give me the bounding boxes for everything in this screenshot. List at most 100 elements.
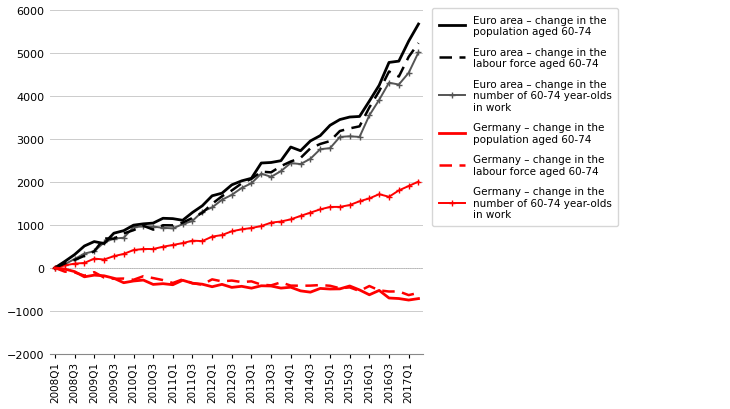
- Euro area – change in the
labour force aged 60-74: [286, 160, 295, 164]
- Germany – change in the
number of 60-74 year-olds
in work: [394, 189, 403, 193]
- Euro area – change in the
population aged 60-74: [110, 231, 118, 236]
- Germany – change in the
population aged 60-74: [257, 283, 266, 288]
- Germany – change in the
labour force aged 60-74: [218, 279, 226, 284]
- Germany – change in the
population aged 60-74: [247, 286, 255, 291]
- Germany – change in the
population aged 60-74: [414, 297, 423, 301]
- Euro area – change in the
number of 60-74 year-olds
in work: [356, 135, 364, 140]
- Euro area – change in the
number of 60-74 year-olds
in work: [296, 162, 305, 167]
- Euro area – change in the
number of 60-74 year-olds
in work: [306, 157, 315, 162]
- Germany – change in the
labour force aged 60-74: [61, 270, 69, 274]
- Germany – change in the
number of 60-74 year-olds
in work: [257, 224, 266, 229]
- Euro area – change in the
number of 60-74 year-olds
in work: [266, 175, 275, 180]
- Germany – change in the
number of 60-74 year-olds
in work: [365, 196, 374, 201]
- Germany – change in the
number of 60-74 year-olds
in work: [296, 214, 305, 219]
- Euro area – change in the
number of 60-74 year-olds
in work: [70, 257, 79, 262]
- Germany – change in the
population aged 60-74: [336, 287, 345, 292]
- Euro area – change in the
labour force aged 60-74: [208, 202, 217, 207]
- Euro area – change in the
labour force aged 60-74: [80, 254, 89, 258]
- Germany – change in the
labour force aged 60-74: [296, 283, 305, 288]
- Euro area – change in the
labour force aged 60-74: [119, 231, 128, 236]
- Germany – change in the
population aged 60-74: [80, 275, 89, 280]
- Germany – change in the
labour force aged 60-74: [306, 283, 315, 288]
- Germany – change in the
number of 60-74 year-olds
in work: [345, 203, 354, 208]
- Germany – change in the
labour force aged 60-74: [208, 277, 217, 282]
- Germany – change in the
labour force aged 60-74: [80, 274, 89, 279]
- Euro area – change in the
number of 60-74 year-olds
in work: [394, 83, 403, 88]
- Euro area – change in the
labour force aged 60-74: [70, 258, 79, 263]
- Germany – change in the
population aged 60-74: [345, 284, 354, 289]
- Euro area – change in the
number of 60-74 year-olds
in work: [218, 198, 226, 203]
- Germany – change in the
population aged 60-74: [306, 290, 315, 295]
- Germany – change in the
number of 60-74 year-olds
in work: [316, 207, 325, 212]
- Germany – change in the
number of 60-74 year-olds
in work: [326, 205, 334, 210]
- Germany – change in the
population aged 60-74: [208, 285, 217, 290]
- Euro area – change in the
labour force aged 60-74: [257, 170, 266, 175]
- Euro area – change in the
number of 60-74 year-olds
in work: [198, 210, 207, 215]
- Euro area – change in the
number of 60-74 year-olds
in work: [178, 222, 187, 227]
- Euro area – change in the
number of 60-74 year-olds
in work: [149, 225, 158, 229]
- Euro area – change in the
labour force aged 60-74: [365, 106, 374, 110]
- Germany – change in the
population aged 60-74: [365, 292, 374, 297]
- Euro area – change in the
population aged 60-74: [365, 99, 374, 104]
- Germany – change in the
number of 60-74 year-olds
in work: [139, 247, 147, 252]
- Euro area – change in the
number of 60-74 year-olds
in work: [385, 81, 393, 86]
- Euro area – change in the
labour force aged 60-74: [218, 194, 226, 199]
- Germany – change in the
number of 60-74 year-olds
in work: [336, 205, 345, 210]
- Germany – change in the
labour force aged 60-74: [119, 276, 128, 281]
- Euro area – change in the
labour force aged 60-74: [277, 164, 285, 169]
- Euro area – change in the
population aged 60-74: [178, 218, 187, 223]
- Euro area – change in the
labour force aged 60-74: [345, 127, 354, 132]
- Euro area – change in the
number of 60-74 year-olds
in work: [188, 219, 197, 224]
- Germany – change in the
number of 60-74 year-olds
in work: [70, 261, 79, 266]
- Euro area – change in the
labour force aged 60-74: [188, 216, 197, 221]
- Germany – change in the
population aged 60-74: [237, 284, 246, 289]
- Germany – change in the
number of 60-74 year-olds
in work: [374, 192, 383, 197]
- Germany – change in the
number of 60-74 year-olds
in work: [149, 247, 158, 252]
- Euro area – change in the
number of 60-74 year-olds
in work: [365, 114, 374, 119]
- Germany – change in the
population aged 60-74: [404, 298, 413, 303]
- Germany – change in the
number of 60-74 year-olds
in work: [119, 252, 128, 257]
- Germany – change in the
number of 60-74 year-olds
in work: [228, 229, 237, 234]
- Germany – change in the
population aged 60-74: [316, 286, 325, 291]
- Euro area – change in the
number of 60-74 year-olds
in work: [326, 146, 334, 151]
- Germany – change in the
population aged 60-74: [100, 274, 109, 279]
- Line: Euro area – change in the
number of 60-74 year-olds
in work: Euro area – change in the number of 60-7…: [51, 50, 422, 272]
- Germany – change in the
population aged 60-74: [218, 282, 226, 287]
- Euro area – change in the
labour force aged 60-74: [306, 146, 315, 151]
- Line: Euro area – change in the
labour force aged 60-74: Euro area – change in the labour force a…: [55, 44, 418, 268]
- Euro area – change in the
number of 60-74 year-olds
in work: [345, 135, 354, 139]
- Euro area – change in the
number of 60-74 year-olds
in work: [414, 51, 423, 56]
- Germany – change in the
labour force aged 60-74: [90, 270, 99, 275]
- Euro area – change in the
labour force aged 60-74: [394, 75, 403, 80]
- Euro area – change in the
labour force aged 60-74: [158, 223, 167, 228]
- Germany – change in the
labour force aged 60-74: [198, 283, 207, 288]
- Germany – change in the
number of 60-74 year-olds
in work: [129, 248, 138, 253]
- Germany – change in the
population aged 60-74: [119, 281, 128, 285]
- Euro area – change in the
number of 60-74 year-olds
in work: [247, 181, 255, 186]
- Germany – change in the
number of 60-74 year-olds
in work: [208, 234, 217, 239]
- Euro area – change in the
population aged 60-74: [119, 229, 128, 234]
- Euro area – change in the
population aged 60-74: [237, 179, 246, 184]
- Euro area – change in the
population aged 60-74: [61, 259, 69, 264]
- Euro area – change in the
labour force aged 60-74: [169, 223, 177, 228]
- Germany – change in the
labour force aged 60-74: [286, 283, 295, 288]
- Germany – change in the
population aged 60-74: [129, 279, 138, 284]
- Germany – change in the
number of 60-74 year-olds
in work: [247, 226, 255, 231]
- Euro area – change in the
labour force aged 60-74: [266, 171, 275, 175]
- Euro area – change in the
population aged 60-74: [356, 115, 364, 119]
- Euro area – change in the
population aged 60-74: [149, 221, 158, 226]
- Germany – change in the
labour force aged 60-74: [365, 284, 374, 289]
- Germany – change in the
labour force aged 60-74: [345, 285, 354, 290]
- Germany – change in the
population aged 60-74: [158, 281, 167, 286]
- Euro area – change in the
number of 60-74 year-olds
in work: [80, 252, 89, 256]
- Euro area – change in the
labour force aged 60-74: [336, 129, 345, 134]
- Euro area – change in the
labour force aged 60-74: [247, 177, 255, 182]
- Germany – change in the
labour force aged 60-74: [266, 283, 275, 288]
- Euro area – change in the
labour force aged 60-74: [228, 189, 237, 193]
- Germany – change in the
population aged 60-74: [385, 296, 393, 301]
- Germany – change in the
population aged 60-74: [90, 273, 99, 278]
- Euro area – change in the
number of 60-74 year-olds
in work: [129, 225, 138, 230]
- Germany – change in the
labour force aged 60-74: [414, 291, 423, 296]
- Germany – change in the
number of 60-74 year-olds
in work: [158, 245, 167, 249]
- Germany – change in the
number of 60-74 year-olds
in work: [266, 220, 275, 225]
